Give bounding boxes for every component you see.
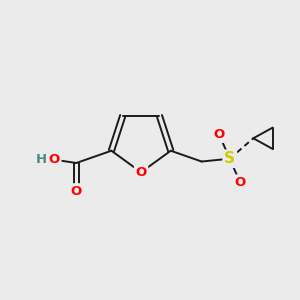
- Text: O: O: [235, 176, 246, 189]
- Text: H: H: [35, 152, 46, 166]
- Text: O: O: [49, 152, 60, 166]
- Text: O: O: [214, 128, 225, 141]
- Text: O: O: [136, 166, 147, 179]
- Text: S: S: [224, 151, 235, 166]
- Text: O: O: [71, 185, 82, 198]
